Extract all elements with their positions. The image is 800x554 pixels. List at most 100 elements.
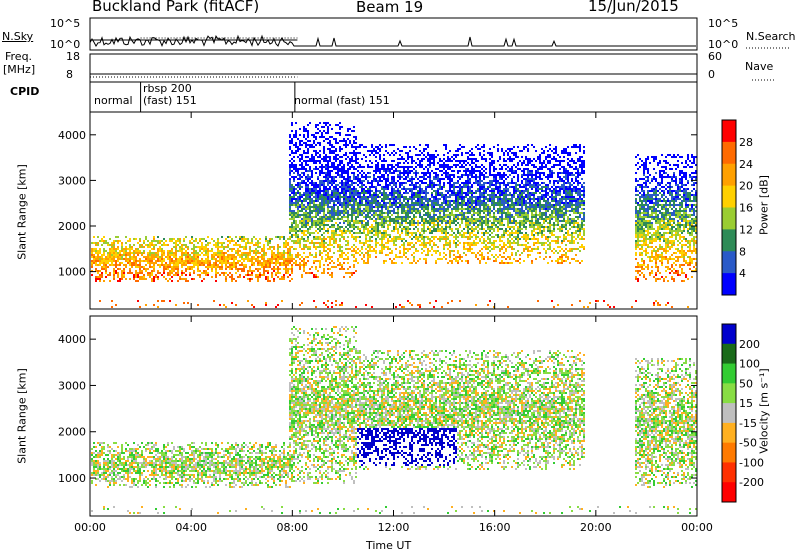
echo-cell bbox=[343, 198, 345, 200]
echo-cell bbox=[259, 262, 261, 264]
echo-cell bbox=[325, 194, 327, 196]
echo-cell bbox=[335, 190, 337, 192]
echo-cell bbox=[479, 262, 481, 264]
echo-cell bbox=[281, 236, 283, 238]
echo-cell bbox=[479, 174, 481, 176]
echo-cell bbox=[309, 196, 311, 198]
echo-cell bbox=[423, 218, 425, 220]
echo-cell bbox=[261, 266, 263, 268]
echo-cell bbox=[191, 278, 193, 280]
echo-cell bbox=[333, 146, 335, 148]
echo-cell bbox=[109, 264, 111, 266]
echo-cell bbox=[445, 208, 447, 210]
echo-cell bbox=[481, 156, 483, 158]
echo-cell bbox=[365, 236, 367, 238]
echo-cell bbox=[347, 212, 349, 214]
echo-cell bbox=[351, 172, 353, 174]
echo-cell bbox=[403, 162, 405, 164]
echo-cell bbox=[477, 176, 479, 178]
echo-cell bbox=[147, 254, 149, 256]
echo-cell bbox=[313, 220, 315, 222]
echo-cell bbox=[339, 150, 341, 152]
echo-cell bbox=[433, 306, 435, 308]
echo-cell bbox=[335, 304, 337, 306]
echo-cell bbox=[375, 250, 377, 252]
echo-cell bbox=[361, 226, 363, 228]
echo-cell bbox=[457, 176, 459, 178]
echo-cell bbox=[237, 268, 239, 270]
echo-cell bbox=[459, 162, 461, 164]
echo-cell bbox=[461, 208, 463, 210]
echo-cell bbox=[487, 220, 489, 222]
echo-cell bbox=[127, 258, 129, 260]
echo-cell bbox=[381, 208, 383, 210]
echo-cell bbox=[379, 176, 381, 178]
echo-cell bbox=[379, 156, 381, 158]
echo-cell bbox=[139, 250, 141, 252]
echo-cell bbox=[381, 238, 383, 240]
echo-cell bbox=[407, 176, 409, 178]
echo-cell bbox=[273, 266, 275, 268]
echo-cell bbox=[431, 156, 433, 158]
echo-cell bbox=[473, 206, 475, 208]
echo-cell bbox=[371, 162, 373, 164]
echo-cell bbox=[255, 254, 257, 256]
echo-cell bbox=[487, 188, 489, 190]
echo-cell bbox=[411, 162, 413, 164]
echo-cell bbox=[327, 174, 329, 176]
echo-cell bbox=[303, 174, 305, 176]
echo-cell bbox=[401, 182, 403, 184]
echo-cell bbox=[393, 170, 395, 172]
echo-cell bbox=[453, 200, 455, 202]
echo-cell bbox=[437, 250, 439, 252]
echo-cell bbox=[209, 266, 211, 268]
echo-cell bbox=[439, 170, 441, 172]
echo-cell bbox=[361, 180, 363, 182]
echo-cell bbox=[329, 188, 331, 190]
echo-cell bbox=[483, 234, 485, 236]
echo-cell bbox=[163, 260, 165, 262]
echo-cell bbox=[293, 186, 295, 188]
echo-cell bbox=[245, 242, 247, 244]
echo-cell bbox=[141, 266, 143, 268]
echo-cell bbox=[429, 230, 431, 232]
echo-cell bbox=[91, 256, 93, 258]
echo-cell bbox=[455, 198, 457, 200]
echo-cell bbox=[483, 240, 485, 242]
echo-cell bbox=[375, 232, 377, 234]
echo-cell bbox=[417, 230, 419, 232]
echo-cell bbox=[367, 198, 369, 200]
echo-cell bbox=[323, 180, 325, 182]
echo-cell bbox=[363, 230, 365, 232]
echo-cell bbox=[397, 170, 399, 172]
echo-cell bbox=[299, 164, 301, 166]
echo-cell bbox=[475, 160, 477, 162]
echo-cell bbox=[289, 212, 291, 214]
echo-cell bbox=[297, 170, 299, 172]
echo-cell bbox=[309, 170, 311, 172]
echo-cell bbox=[353, 146, 355, 148]
echo-cell bbox=[367, 200, 369, 202]
echo-cell bbox=[175, 268, 177, 270]
echo-cell bbox=[481, 242, 483, 244]
echo-cell bbox=[269, 238, 271, 240]
echo-cell bbox=[431, 216, 433, 218]
echo-cell bbox=[461, 260, 463, 262]
echo-cell bbox=[295, 232, 297, 234]
echo-cell bbox=[139, 246, 141, 248]
echo-cell bbox=[389, 144, 391, 146]
echo-cell bbox=[231, 302, 233, 304]
echo-cell bbox=[475, 196, 477, 198]
echo-cell bbox=[481, 254, 483, 256]
echo-cell bbox=[327, 190, 329, 192]
echo-cell bbox=[369, 206, 371, 208]
echo-cell bbox=[383, 160, 385, 162]
echo-cell bbox=[413, 178, 415, 180]
echo-cell bbox=[387, 208, 389, 210]
echo-cell bbox=[327, 166, 329, 168]
echo-cell bbox=[475, 158, 477, 160]
echo-cell bbox=[189, 272, 191, 274]
echo-cell bbox=[367, 180, 369, 182]
echo-cell bbox=[177, 272, 179, 274]
echo-cell bbox=[335, 266, 337, 268]
